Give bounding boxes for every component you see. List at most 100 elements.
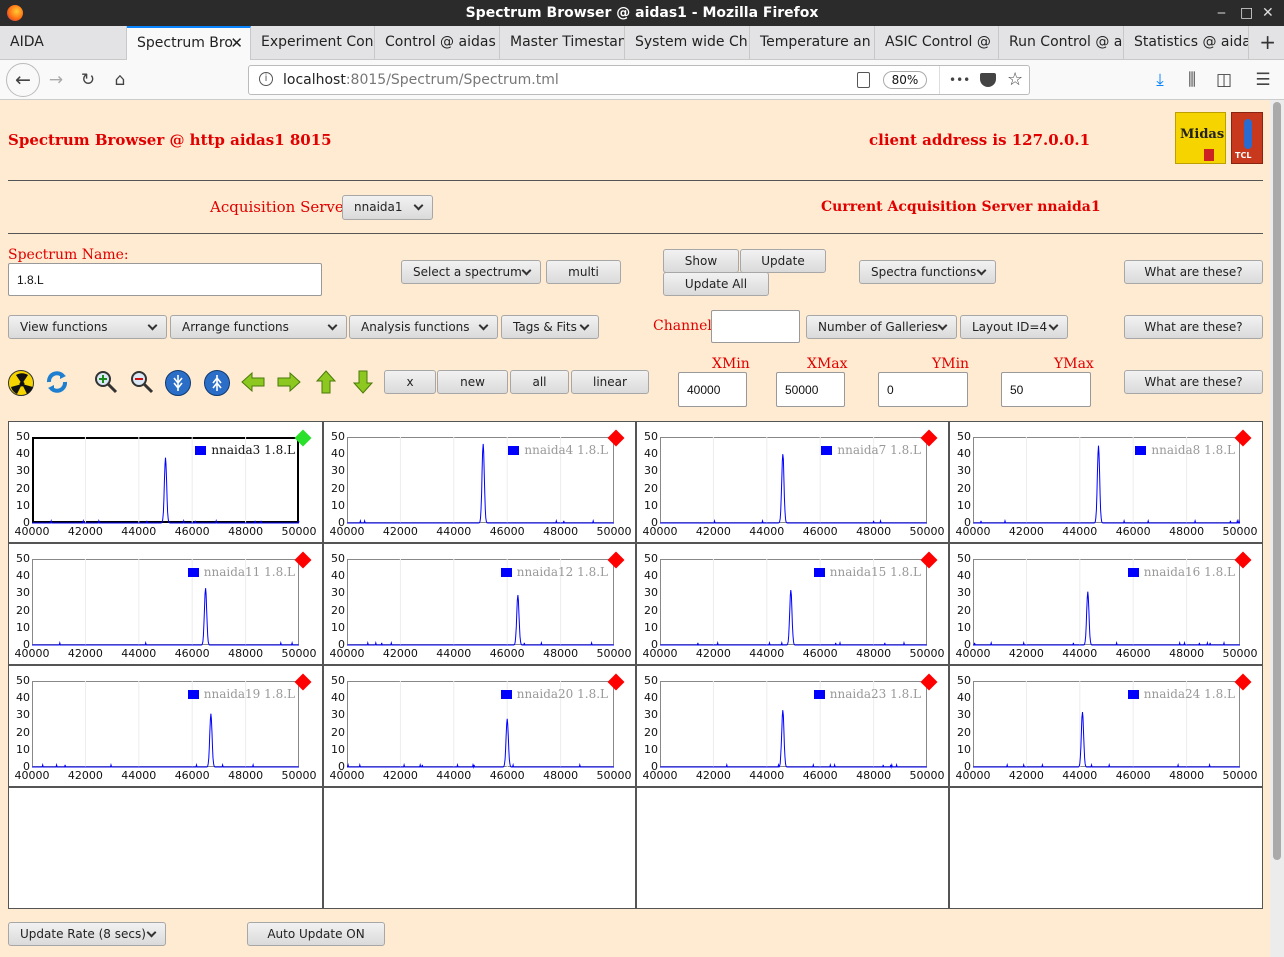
tab-temperature[interactable]: Temperature an [750, 26, 875, 60]
auto-update-button[interactable]: Auto Update ON [247, 922, 385, 946]
home-button[interactable]: ⌂ [114, 70, 126, 90]
ymin-input[interactable] [878, 372, 968, 407]
what-are-these-button-1[interactable]: What are these? [1124, 260, 1263, 284]
tab-control[interactable]: Control @ aidas [375, 26, 500, 60]
reload-button[interactable]: ↻ [80, 70, 96, 90]
sidebar-icon[interactable]: ◫ [1215, 70, 1233, 90]
forward-button[interactable]: → [48, 70, 64, 90]
spectrum-panel[interactable]: 50 40 30 20 10 0 40000 42000 44000 46000 48000 5000… [636, 665, 949, 787]
spectrum-panel[interactable]: 50 40 30 20 10 0 40000 42000 44000 46000 48000 5000… [949, 665, 1263, 787]
page-actions-icon[interactable]: ••• [949, 73, 971, 87]
minimize-icon[interactable]: ‒ [1217, 5, 1226, 21]
page-scrollbar[interactable] [1270, 100, 1284, 957]
tab-experiment-control[interactable]: Experiment Con [251, 26, 375, 60]
spectrum-chart [347, 681, 614, 769]
spectrum-name-input[interactable] [8, 263, 322, 296]
scrollbar-thumb[interactable] [1273, 102, 1281, 860]
y-tick-label: 40 [957, 691, 971, 705]
spectrum-panel[interactable]: 50 40 30 20 10 0 40000 42000 44000 46000 48000 5000… [323, 421, 636, 543]
channel-input[interactable] [711, 310, 800, 343]
spectrum-panel[interactable]: 50 40 30 20 10 0 40000 42000 44000 46000 48000 5000… [949, 421, 1263, 543]
spectrum-panel[interactable]: 50 40 30 20 10 0 40000 42000 44000 46000 48000 5000… [949, 543, 1263, 665]
arrow-down-icon[interactable] [350, 369, 376, 395]
maximize-icon[interactable]: □ [1240, 5, 1254, 21]
reader-view-icon[interactable] [857, 72, 870, 88]
compress-vertical-icon[interactable] [204, 370, 230, 396]
x-tick-label: 48000 [228, 769, 264, 782]
pocket-icon[interactable] [980, 73, 996, 87]
tab-close-icon[interactable]: ✕ [230, 34, 243, 52]
library-icon[interactable]: ⫼ [1188, 70, 1196, 90]
zoom-in-icon[interactable] [93, 369, 119, 395]
analysis-functions-dropdown[interactable]: Analysis functions [349, 315, 498, 339]
xmin-input[interactable] [678, 372, 747, 407]
spectrum-panel[interactable] [323, 787, 636, 909]
x-button[interactable]: x [384, 370, 436, 394]
all-button[interactable]: all [510, 370, 569, 394]
ymax-input[interactable] [1001, 372, 1091, 407]
spectrum-panel[interactable]: 50 40 30 20 10 0 40000 42000 44000 46000 48000 5000… [8, 665, 323, 787]
bookmark-star-icon[interactable]: ☆ [1007, 69, 1024, 90]
spectrum-panel[interactable] [8, 787, 323, 909]
spectrum-panel[interactable] [949, 787, 1263, 909]
menu-icon[interactable]: ☰ [1255, 70, 1271, 90]
spectrum-panel[interactable]: 50 40 30 20 10 0 40000 42000 44000 46000 48000 5000… [636, 543, 949, 665]
zoom-out-icon[interactable] [129, 369, 155, 395]
spectrum-panel[interactable]: 50 40 30 20 10 0 40000 42000 44000 46000 48000 5000… [323, 665, 636, 787]
tab-system-wide-checks[interactable]: System wide Ch [625, 26, 750, 60]
select-spectrum-dropdown[interactable]: Select a spectrum [401, 260, 541, 284]
tab-spectrum-browser[interactable]: Spectrum Bro ✕ [127, 26, 251, 60]
update-all-button[interactable]: Update All [663, 272, 769, 296]
zoom-level[interactable]: 80% [883, 71, 927, 89]
spectrum-panel[interactable]: 50 40 30 20 10 0 40000 42000 44000 46000 48000 5000… [636, 421, 949, 543]
tab-statistics[interactable]: Statistics @ aida [1124, 26, 1249, 60]
arrow-left-icon[interactable] [240, 369, 266, 395]
tab-label: Control @ aidas [385, 34, 496, 50]
arrow-right-icon[interactable] [276, 369, 302, 395]
update-rate-dropdown[interactable]: Update Rate (8 secs) [8, 922, 166, 946]
spectrum-panel[interactable]: 50 40 30 20 10 0 40000 42000 44000 46000 48000 5000… [323, 543, 636, 665]
plot-area[interactable] [32, 437, 299, 523]
radiation-icon[interactable] [8, 370, 34, 396]
info-icon[interactable]: i [259, 72, 273, 86]
close-window-icon[interactable]: ✕ [1262, 5, 1274, 21]
y-tick-label: 30 [957, 708, 971, 722]
what-are-these-button-3[interactable]: What are these? [1124, 370, 1263, 394]
view-functions-dropdown[interactable]: View functions [8, 315, 167, 339]
tab-aida[interactable]: AIDA [0, 26, 127, 60]
new-tab-icon[interactable]: + [1259, 30, 1276, 54]
spectra-functions-dropdown[interactable]: Spectra functions [859, 260, 996, 284]
linear-button[interactable]: linear [571, 370, 649, 394]
x-tick-label: 46000 [1115, 647, 1151, 660]
layout-id-dropdown[interactable]: Layout ID=4 [960, 315, 1068, 339]
tags-fits-dropdown[interactable]: Tags & Fits [501, 315, 599, 339]
spectrum-panel[interactable]: 50 40 30 20 10 0 40000 42000 44000 46000 48000 5000… [8, 421, 323, 543]
plot-area[interactable] [660, 559, 927, 645]
arrange-functions-dropdown[interactable]: Arrange functions [170, 315, 347, 339]
y-tick-label: 40 [331, 691, 345, 705]
x-tick-label: 46000 [174, 525, 210, 538]
back-button[interactable]: ← [6, 63, 40, 97]
multi-button[interactable]: multi [546, 260, 621, 284]
plot-area[interactable] [347, 437, 614, 523]
update-button[interactable]: Update [740, 249, 826, 273]
spectrum-panel[interactable] [636, 787, 949, 909]
downloads-icon[interactable]: ⤓ [1156, 70, 1164, 90]
new-button[interactable]: new [437, 370, 508, 394]
refresh-icon[interactable] [44, 369, 70, 395]
number-of-galleries-dropdown[interactable]: Number of Galleries [806, 315, 957, 339]
legend-entry: nnaida8 1.8.L [1135, 443, 1235, 457]
y-tick-label: 50 [644, 674, 658, 687]
tab-run-control[interactable]: Run Control @ a [999, 26, 1124, 60]
xmax-input[interactable] [776, 372, 845, 407]
spectrum-panel[interactable]: 50 40 30 20 10 0 40000 42000 44000 46000 48000 5000… [8, 543, 323, 665]
acquisition-server-select[interactable]: nnaida1 [342, 195, 433, 220]
arrow-up-icon[interactable] [313, 369, 339, 395]
expand-vertical-icon[interactable] [165, 370, 191, 396]
tab-asic-control[interactable]: ASIC Control @ [875, 26, 999, 60]
legend-swatch [1135, 446, 1147, 455]
show-button[interactable]: Show [663, 249, 739, 273]
what-are-these-button-2[interactable]: What are these? [1124, 315, 1263, 339]
url-bar[interactable]: i localhost:8015/Spectrum/Spectrum.tml 8… [248, 65, 1030, 95]
tab-master-timestamp[interactable]: Master Timestan [500, 26, 625, 60]
